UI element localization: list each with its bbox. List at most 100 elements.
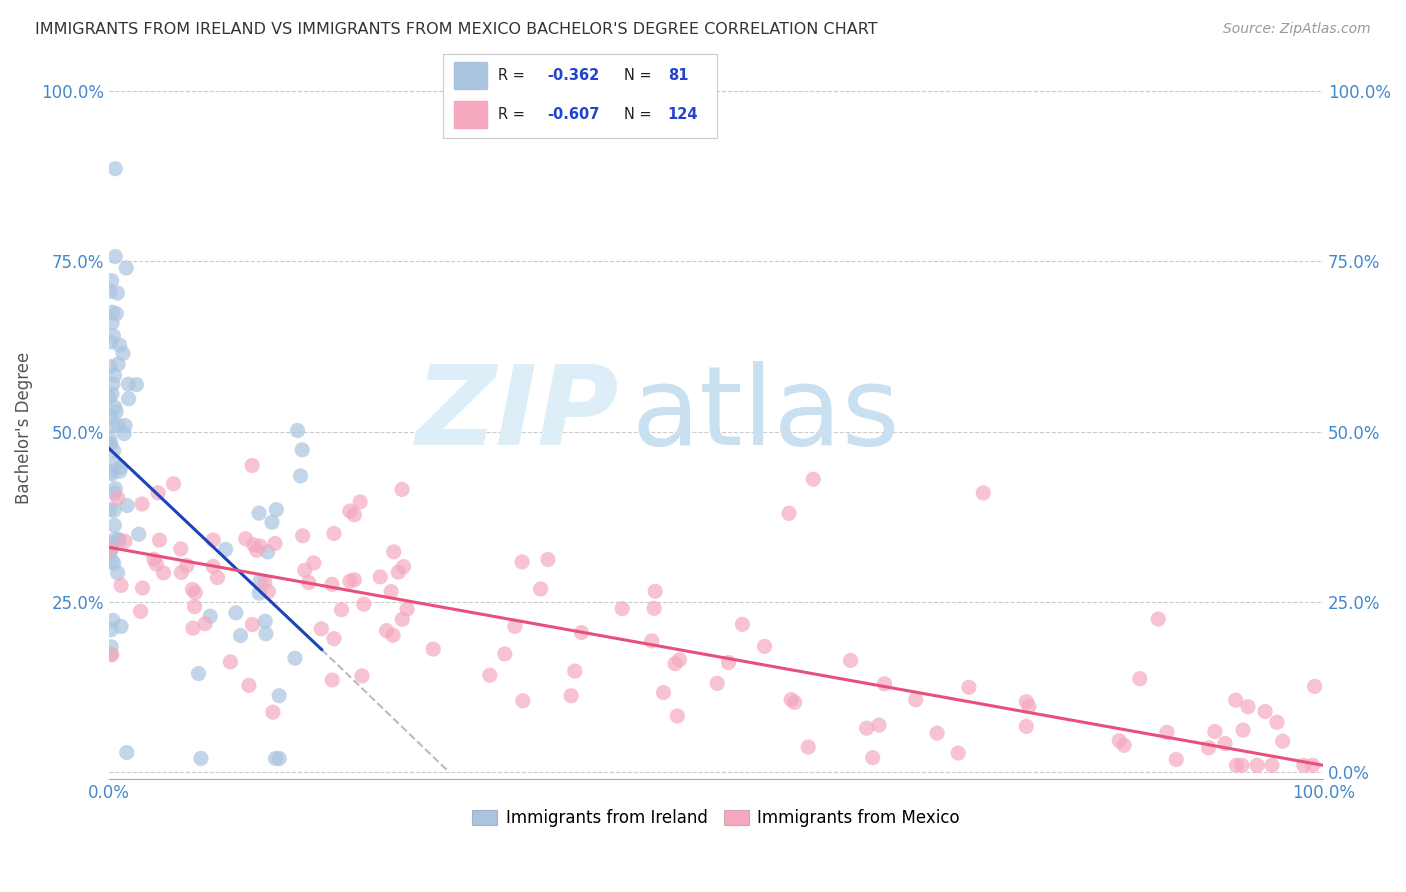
Point	[249, 574, 271, 589]
Point	[298, 575, 321, 590]
Point	[131, 497, 153, 511]
Point	[323, 632, 346, 646]
Point	[100, 623, 122, 637]
Text: -0.362: -0.362	[547, 68, 599, 83]
Point	[105, 285, 128, 300]
Point	[839, 653, 862, 667]
Point	[291, 529, 314, 543]
Point	[104, 400, 127, 414]
Point	[98, 537, 121, 551]
Text: R =: R =	[498, 107, 529, 122]
Point	[98, 502, 121, 516]
Point	[706, 676, 728, 690]
Point	[100, 640, 122, 654]
Point	[108, 533, 131, 547]
Point	[1230, 758, 1253, 772]
Point	[375, 624, 398, 638]
Point	[353, 597, 375, 611]
Text: IMMIGRANTS FROM IRELAND VS IMMIGRANTS FROM MEXICO BACHELOR'S DEGREE CORRELATION : IMMIGRANTS FROM IRELAND VS IMMIGRANTS FR…	[35, 22, 877, 37]
Point	[972, 486, 994, 500]
Point	[110, 619, 132, 633]
Point	[754, 640, 776, 654]
Point	[1303, 680, 1326, 694]
Point	[105, 307, 128, 321]
Point	[98, 544, 121, 558]
Point	[1225, 693, 1247, 707]
Point	[1254, 705, 1277, 719]
Point	[478, 668, 501, 682]
Point	[183, 599, 205, 614]
Point	[170, 566, 193, 580]
Point	[1198, 740, 1220, 755]
Point	[103, 368, 125, 383]
Point	[103, 457, 125, 471]
Point	[115, 260, 138, 275]
Point	[571, 625, 593, 640]
Point	[202, 533, 225, 547]
Text: ZIP: ZIP	[416, 360, 619, 467]
Point	[207, 571, 229, 585]
Point	[103, 518, 125, 533]
Point	[1108, 733, 1130, 747]
Point	[350, 669, 373, 683]
Point	[904, 692, 927, 706]
Y-axis label: Bachelor's Degree: Bachelor's Degree	[15, 352, 32, 504]
Point	[510, 555, 533, 569]
Point	[392, 559, 415, 574]
Text: N =: N =	[624, 68, 657, 83]
Point	[1271, 734, 1294, 748]
Point	[249, 539, 271, 553]
Point	[107, 491, 129, 505]
Point	[294, 563, 316, 577]
Point	[108, 533, 131, 547]
Point	[1246, 758, 1268, 772]
Point	[108, 338, 131, 352]
Point	[181, 621, 204, 635]
Point	[1265, 715, 1288, 730]
Point	[103, 418, 125, 433]
Point	[105, 405, 128, 419]
Point	[664, 657, 686, 671]
Point	[107, 418, 129, 433]
Point	[349, 495, 371, 509]
Point	[253, 575, 276, 590]
Point	[644, 584, 666, 599]
Point	[1166, 752, 1188, 766]
Point	[494, 647, 516, 661]
Point	[131, 581, 153, 595]
Point	[98, 391, 121, 405]
Point	[240, 458, 263, 473]
Point	[291, 442, 314, 457]
Point	[957, 681, 980, 695]
Point	[229, 629, 252, 643]
Point	[100, 437, 122, 451]
Point	[101, 467, 124, 481]
Point	[783, 695, 806, 709]
Point	[290, 469, 312, 483]
Point	[269, 689, 291, 703]
Point	[104, 250, 127, 264]
Point	[100, 410, 122, 425]
Point	[1147, 612, 1170, 626]
Point	[343, 573, 366, 587]
Point	[103, 443, 125, 458]
Point	[101, 387, 124, 401]
Point	[873, 677, 896, 691]
Point	[391, 483, 413, 497]
Point	[284, 651, 307, 665]
Point	[98, 431, 121, 445]
Point	[184, 586, 207, 600]
Point	[247, 506, 270, 520]
Point	[98, 359, 121, 374]
Point	[202, 559, 225, 574]
Point	[128, 527, 150, 541]
Point	[1018, 699, 1040, 714]
Point	[321, 577, 343, 591]
Point	[194, 616, 217, 631]
Point	[101, 554, 124, 568]
Point	[103, 486, 125, 500]
Point	[98, 437, 121, 451]
Point	[103, 503, 125, 517]
Point	[100, 543, 122, 558]
Point	[146, 485, 169, 500]
